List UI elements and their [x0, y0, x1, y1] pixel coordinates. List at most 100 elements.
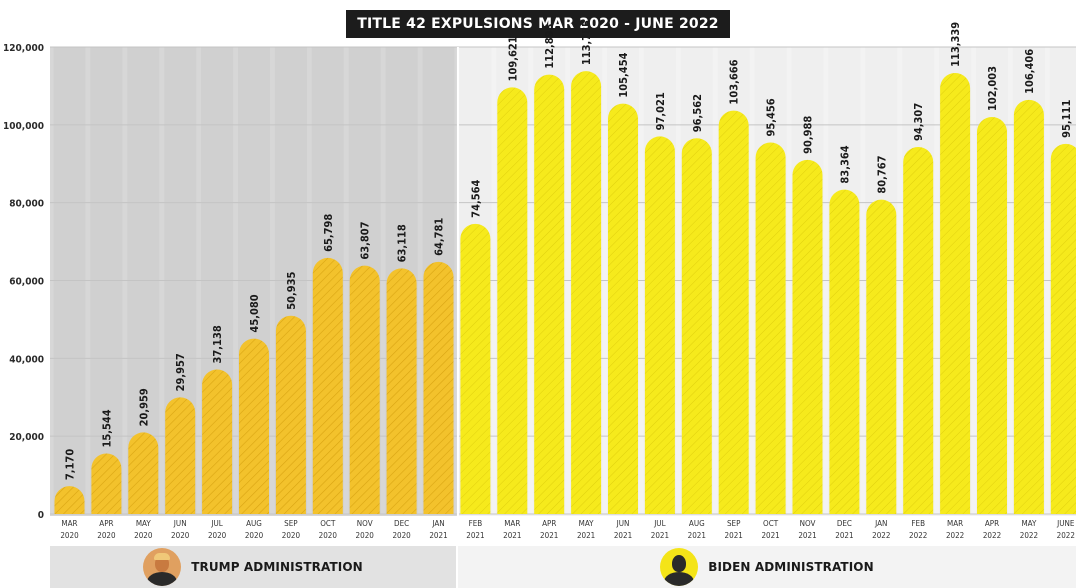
x-tick-year: 2020	[245, 531, 264, 540]
x-tick-year: 2022	[872, 531, 890, 540]
bar-18	[718, 110, 749, 514]
bar-11	[460, 223, 491, 514]
title-container: TITLE 42 EXPULSIONS MAR 2020 - JUNE 2022	[0, 10, 1076, 40]
x-tick-month: FEB	[911, 519, 925, 528]
bar-23	[903, 146, 934, 515]
bar-value-label: 95,456	[765, 98, 778, 136]
bar-2	[128, 432, 159, 514]
bar-value-label: 106,406	[1023, 49, 1036, 94]
x-tick-year: 2021	[725, 531, 743, 540]
chart-title: TITLE 42 EXPULSIONS MAR 2020 - JUNE 2022	[346, 10, 730, 38]
x-tick-month: JUL	[653, 519, 665, 528]
x-tick-year: 2021	[540, 531, 558, 540]
bar-value-label: 112,898	[543, 23, 556, 68]
y-tick-label: 40,000	[9, 354, 44, 365]
bar-3	[165, 397, 196, 514]
bar-26	[1013, 99, 1044, 514]
x-tick-month: AUG	[689, 519, 705, 528]
x-tick-month: APR	[99, 519, 113, 528]
biden-administration-label: BIDEN ADMINISTRATION	[708, 560, 874, 574]
x-tick-year: 2020	[60, 531, 79, 540]
bar-value-label: 7,170	[64, 449, 77, 480]
bar-value-label: 15,544	[100, 409, 113, 447]
x-tick-month: MAY	[579, 519, 595, 528]
bar-value-label: 63,807	[359, 221, 372, 259]
bar-value-label: 80,767	[875, 155, 888, 193]
x-tick-month: JAN	[431, 519, 444, 528]
y-tick-label: 60,000	[9, 277, 44, 288]
bar-value-label: 65,798	[322, 214, 335, 252]
x-tick-year: 2020	[319, 531, 338, 540]
bar-12	[497, 87, 528, 515]
x-tick-year: 2020	[392, 531, 411, 540]
x-tick-year: 2022	[1020, 531, 1038, 540]
bar-4	[202, 369, 233, 514]
bar-15	[608, 103, 638, 515]
bar-17	[681, 138, 712, 515]
x-tick-year: 2022	[909, 531, 927, 540]
x-tick-month: NOV	[357, 519, 373, 528]
x-tick-month: APR	[542, 519, 556, 528]
trump-administration-footer: TRUMP ADMINISTRATION	[50, 546, 456, 588]
y-tick-label: 20,000	[9, 432, 44, 443]
bar-7	[312, 257, 343, 514]
x-tick-month: OCT	[320, 519, 336, 528]
x-tick-month: DEC	[394, 519, 409, 528]
x-tick-year: 2020	[97, 531, 116, 540]
bar-value-label: 103,666	[728, 59, 741, 104]
x-tick-year: 2022	[1057, 531, 1075, 540]
bar-value-label: 102,003	[986, 66, 999, 111]
biden-portrait-icon	[660, 548, 699, 586]
bar-value-label: 109,621	[506, 36, 519, 81]
x-tick-year: 2022	[983, 531, 1001, 540]
bar-25	[977, 117, 1007, 515]
x-tick-month: MAY	[136, 519, 152, 528]
biden-administration-footer: BIDEN ADMINISTRATION	[458, 546, 1076, 588]
y-tick-label: 0	[38, 510, 44, 521]
bar-19	[755, 142, 786, 514]
bar-13	[534, 74, 565, 515]
y-tick-label: 100,000	[3, 121, 44, 132]
bar-value-label: 29,957	[174, 353, 187, 391]
x-tick-month: JUN	[616, 519, 630, 528]
x-tick-month: JUL	[210, 519, 222, 528]
x-tick-year: 2020	[134, 531, 153, 540]
x-tick-year: 2021	[651, 531, 669, 540]
bar-22	[866, 199, 897, 515]
x-tick-month: MAR	[947, 519, 963, 528]
trump-administration-label: TRUMP ADMINISTRATION	[191, 560, 363, 574]
bar-value-label: 96,562	[691, 94, 704, 132]
bar-1	[91, 453, 122, 514]
x-tick-month: MAR	[504, 519, 520, 528]
x-tick-month: AUG	[246, 519, 262, 528]
bar-value-label: 95,111	[1060, 100, 1073, 138]
bar-value-label: 64,781	[433, 218, 446, 256]
y-tick-label: 80,000	[9, 199, 44, 210]
bar-value-label: 45,080	[248, 294, 261, 332]
x-tick-year: 2020	[356, 531, 375, 540]
x-tick-year: 2021	[429, 531, 447, 540]
x-tick-month: FEB	[469, 519, 483, 528]
y-tick-label: 120,000	[3, 43, 44, 54]
x-tick-year: 2021	[835, 531, 853, 540]
bar-24	[940, 72, 971, 514]
x-tick-year: 2021	[466, 531, 484, 540]
x-tick-month: DEC	[837, 519, 852, 528]
x-tick-month: OCT	[763, 519, 779, 528]
x-tick-month: MAY	[1021, 519, 1037, 528]
x-tick-year: 2022	[946, 531, 964, 540]
x-tick-year: 2021	[688, 531, 706, 540]
x-tick-year: 2021	[577, 531, 595, 540]
x-tick-month: NOV	[800, 519, 816, 528]
x-tick-year: 2021	[761, 531, 779, 540]
x-tick-year: 2020	[208, 531, 227, 540]
x-tick-month: JAN	[874, 519, 887, 528]
bar-value-label: 37,138	[211, 325, 224, 363]
bar-value-label: 20,959	[137, 388, 150, 426]
bar-14	[571, 71, 602, 515]
bar-value-label: 83,364	[838, 145, 851, 183]
bar-value-label: 97,021	[654, 92, 667, 130]
bar-9	[386, 268, 417, 514]
bar-16	[644, 136, 675, 514]
